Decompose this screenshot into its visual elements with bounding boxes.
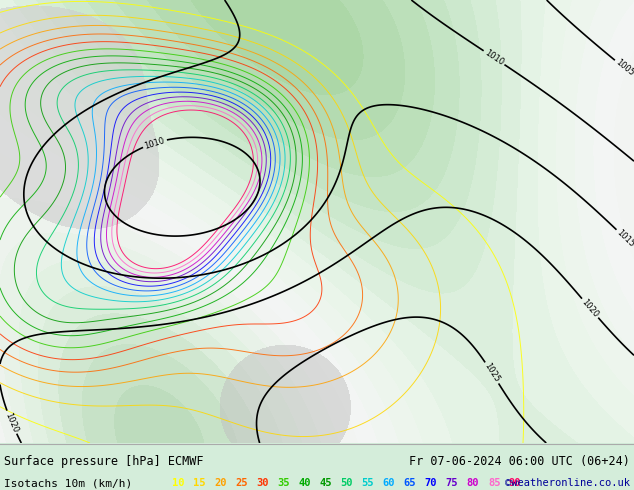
Text: 1020: 1020 bbox=[3, 411, 20, 434]
Text: 80: 80 bbox=[467, 478, 479, 488]
Text: 1025: 1025 bbox=[482, 362, 501, 384]
Text: 45: 45 bbox=[320, 478, 332, 488]
Text: 25: 25 bbox=[235, 478, 248, 488]
Text: 90: 90 bbox=[509, 478, 521, 488]
Text: 10: 10 bbox=[172, 478, 184, 488]
Text: 1020: 1020 bbox=[580, 297, 600, 319]
Text: 15: 15 bbox=[193, 478, 205, 488]
Text: 65: 65 bbox=[404, 478, 416, 488]
Text: 1010: 1010 bbox=[483, 48, 505, 67]
Text: 55: 55 bbox=[361, 478, 374, 488]
Text: Surface pressure [hPa] ECMWF: Surface pressure [hPa] ECMWF bbox=[4, 455, 204, 468]
Text: 1015: 1015 bbox=[615, 228, 634, 249]
Text: 1005: 1005 bbox=[614, 58, 634, 78]
Text: 30: 30 bbox=[256, 478, 269, 488]
Text: ©weatheronline.co.uk: ©weatheronline.co.uk bbox=[505, 478, 630, 488]
Text: 60: 60 bbox=[382, 478, 395, 488]
Text: 75: 75 bbox=[446, 478, 458, 488]
Text: 1010: 1010 bbox=[143, 136, 166, 150]
Text: 50: 50 bbox=[340, 478, 353, 488]
Text: 85: 85 bbox=[488, 478, 500, 488]
Text: 40: 40 bbox=[299, 478, 311, 488]
Text: Fr 07-06-2024 06:00 UTC (06+24): Fr 07-06-2024 06:00 UTC (06+24) bbox=[409, 455, 630, 468]
Text: 20: 20 bbox=[214, 478, 226, 488]
Text: 35: 35 bbox=[277, 478, 290, 488]
Text: 70: 70 bbox=[425, 478, 437, 488]
Text: Isotachs 10m (km/h): Isotachs 10m (km/h) bbox=[4, 478, 133, 488]
